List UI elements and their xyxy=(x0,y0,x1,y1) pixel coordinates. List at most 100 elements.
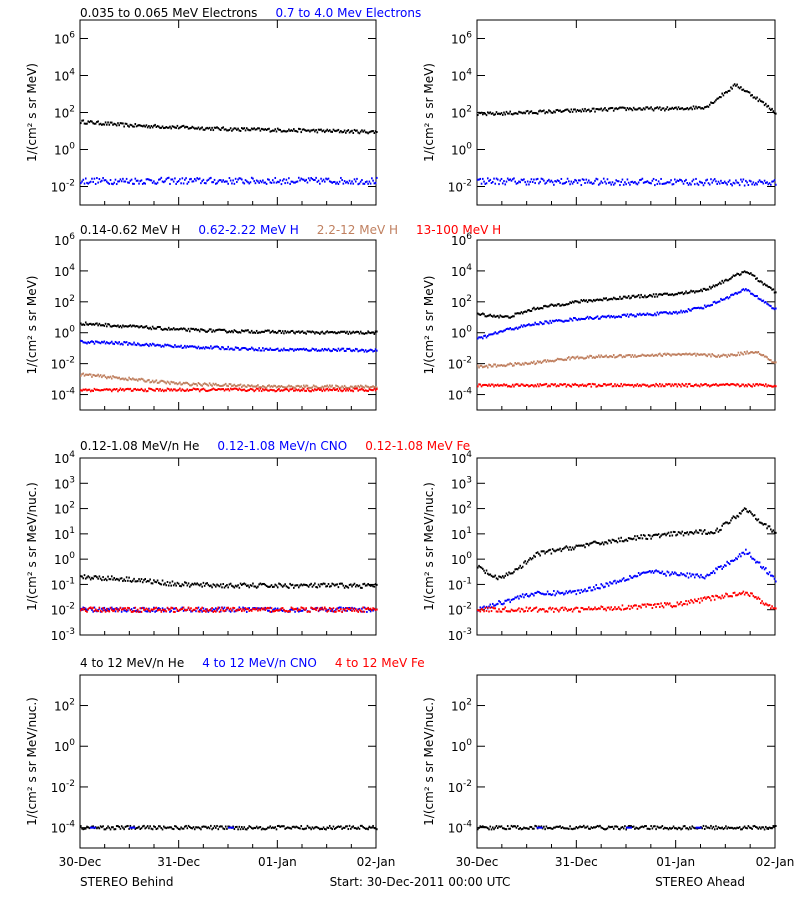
data-point xyxy=(693,602,695,604)
data-point xyxy=(497,603,499,605)
data-point xyxy=(317,607,319,609)
data-point xyxy=(240,828,242,830)
data-point xyxy=(288,587,290,589)
data-point xyxy=(589,587,591,589)
data-point xyxy=(92,578,94,580)
data-point xyxy=(318,180,320,182)
data-point xyxy=(126,178,128,180)
data-point xyxy=(554,383,556,385)
data-point xyxy=(174,344,176,346)
data-point xyxy=(237,828,239,830)
data-point xyxy=(623,184,625,186)
data-point xyxy=(133,578,135,580)
data-point xyxy=(635,315,637,317)
data-point xyxy=(551,553,553,555)
data-point xyxy=(693,574,695,576)
data-point xyxy=(546,182,548,184)
data-point xyxy=(536,385,538,387)
data-point xyxy=(571,181,573,183)
data-point xyxy=(744,185,746,187)
data-point xyxy=(551,322,553,324)
data-point xyxy=(729,179,731,181)
data-point xyxy=(288,177,290,179)
data-point xyxy=(138,183,140,185)
data-point xyxy=(723,566,725,568)
data-point xyxy=(359,585,361,587)
data-point xyxy=(622,179,624,181)
data-point xyxy=(97,578,99,580)
y-tick-label: 100 xyxy=(54,325,75,341)
data-point xyxy=(323,179,325,181)
data-point xyxy=(627,607,629,609)
data-point xyxy=(201,607,203,609)
data-point xyxy=(740,273,742,275)
data-point xyxy=(194,828,196,830)
data-point xyxy=(508,113,510,115)
data-point xyxy=(597,178,599,180)
data-point xyxy=(183,182,185,184)
data-point xyxy=(768,105,770,107)
data-point xyxy=(174,583,176,585)
data-point xyxy=(501,112,503,114)
data-point xyxy=(503,112,505,114)
y-tick-label: 10-2 xyxy=(51,356,75,372)
data-point xyxy=(583,179,585,181)
data-point xyxy=(271,607,273,609)
y-tick-mantissa: 10 xyxy=(51,389,66,403)
data-point xyxy=(709,184,711,186)
data-point xyxy=(183,584,185,586)
data-point xyxy=(749,290,751,292)
data-point xyxy=(350,607,352,609)
data-point xyxy=(147,825,149,827)
data-point xyxy=(300,131,302,133)
data-point xyxy=(219,611,221,613)
data-point xyxy=(549,549,551,551)
data-point xyxy=(169,383,171,385)
y-tick-exponent: 6 xyxy=(69,232,75,242)
data-point xyxy=(323,609,325,611)
data-point xyxy=(568,180,570,182)
data-point xyxy=(173,181,175,183)
data-point xyxy=(168,177,170,179)
data-point xyxy=(319,183,321,185)
y-tick-label: 104 xyxy=(54,450,75,466)
y-tick-exponent: 2 xyxy=(466,105,472,115)
data-point xyxy=(704,182,706,184)
data-point xyxy=(559,548,561,550)
data-point xyxy=(170,585,172,587)
data-point xyxy=(567,178,569,180)
data-point xyxy=(628,316,630,318)
data-point xyxy=(262,179,264,181)
data-point xyxy=(686,603,688,605)
data-point xyxy=(699,576,701,578)
data-point xyxy=(546,593,548,595)
data-point xyxy=(524,181,526,183)
data-point xyxy=(482,178,484,180)
data-point xyxy=(765,103,767,105)
data-point xyxy=(224,828,226,830)
data-point xyxy=(269,611,271,613)
y-tick-label: 10-2 xyxy=(448,356,472,372)
data-point xyxy=(200,583,202,585)
data-point xyxy=(537,113,539,115)
series-points xyxy=(477,507,777,580)
data-point xyxy=(553,184,555,186)
y-tick-exponent: -2 xyxy=(66,602,75,612)
data-point xyxy=(336,583,338,585)
data-point xyxy=(770,607,772,609)
data-point xyxy=(577,182,579,184)
data-point xyxy=(229,389,231,391)
data-point xyxy=(214,825,216,827)
y-tick-mantissa: 10 xyxy=(54,107,69,121)
data-point xyxy=(376,608,378,610)
data-point xyxy=(720,565,722,567)
data-point xyxy=(132,343,134,345)
data-point xyxy=(534,556,536,558)
data-point xyxy=(756,183,758,185)
data-point xyxy=(653,178,655,180)
data-point xyxy=(216,182,218,184)
data-point xyxy=(610,606,612,608)
data-point xyxy=(504,113,506,115)
data-point xyxy=(298,586,300,588)
